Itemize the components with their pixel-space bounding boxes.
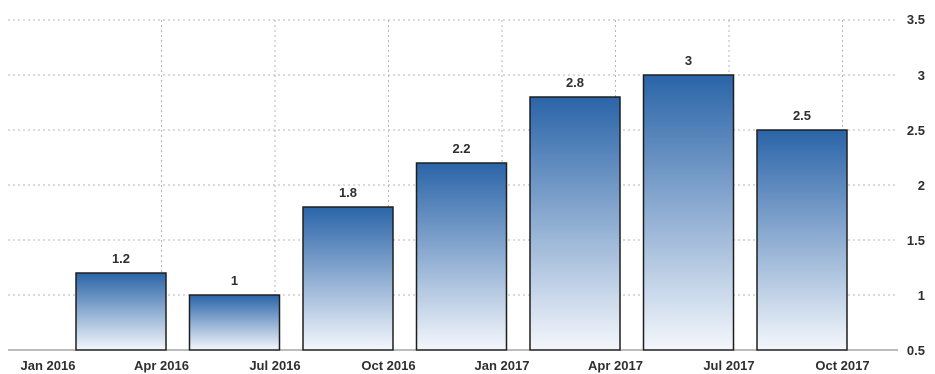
data-label: 2.5 <box>793 108 811 123</box>
x-tick-label: Jan 2016 <box>21 358 76 373</box>
data-label: 1.2 <box>112 251 130 266</box>
x-tick-label: Jul 2016 <box>249 358 300 373</box>
x-tick-label: Oct 2016 <box>361 358 415 373</box>
data-labels: 1.2 1 1.8 2.2 2.8 3 2.5 <box>112 53 811 288</box>
data-label: 1.8 <box>339 185 357 200</box>
x-axis-tick-labels: Jan 2016 Apr 2016 Jul 2016 Oct 2016 Jan 2017… <box>21 358 870 373</box>
x-tick-label: Oct 2017 <box>815 358 869 373</box>
data-label: 3 <box>685 53 692 68</box>
bar <box>415 162 508 351</box>
bars <box>75 74 848 351</box>
bar <box>188 294 281 351</box>
x-tick-label: Apr 2017 <box>588 358 643 373</box>
x-tick-label: Apr 2016 <box>134 358 189 373</box>
y-tick-label: 2.5 <box>907 123 925 138</box>
bar <box>75 272 167 351</box>
y-tick-label: 1.5 <box>907 233 925 248</box>
y-tick-label: 1 <box>918 288 925 303</box>
y-tick-label: 0.5 <box>907 343 925 358</box>
data-label: 1 <box>231 273 238 288</box>
y-tick-label: 3.5 <box>907 12 925 27</box>
bar <box>642 74 735 351</box>
data-label: 2.8 <box>566 75 584 90</box>
bar <box>302 206 394 351</box>
x-tick-label: Jul 2017 <box>703 358 754 373</box>
x-tick-label: Jan 2017 <box>475 358 530 373</box>
bar <box>529 96 621 351</box>
data-label: 2.2 <box>452 141 470 156</box>
bar <box>756 129 848 351</box>
y-axis-tick-labels: 0.5 1 1.5 2 2.5 3 3.5 <box>907 12 925 358</box>
y-tick-label: 2 <box>918 178 925 193</box>
y-tick-label: 3 <box>918 68 925 83</box>
